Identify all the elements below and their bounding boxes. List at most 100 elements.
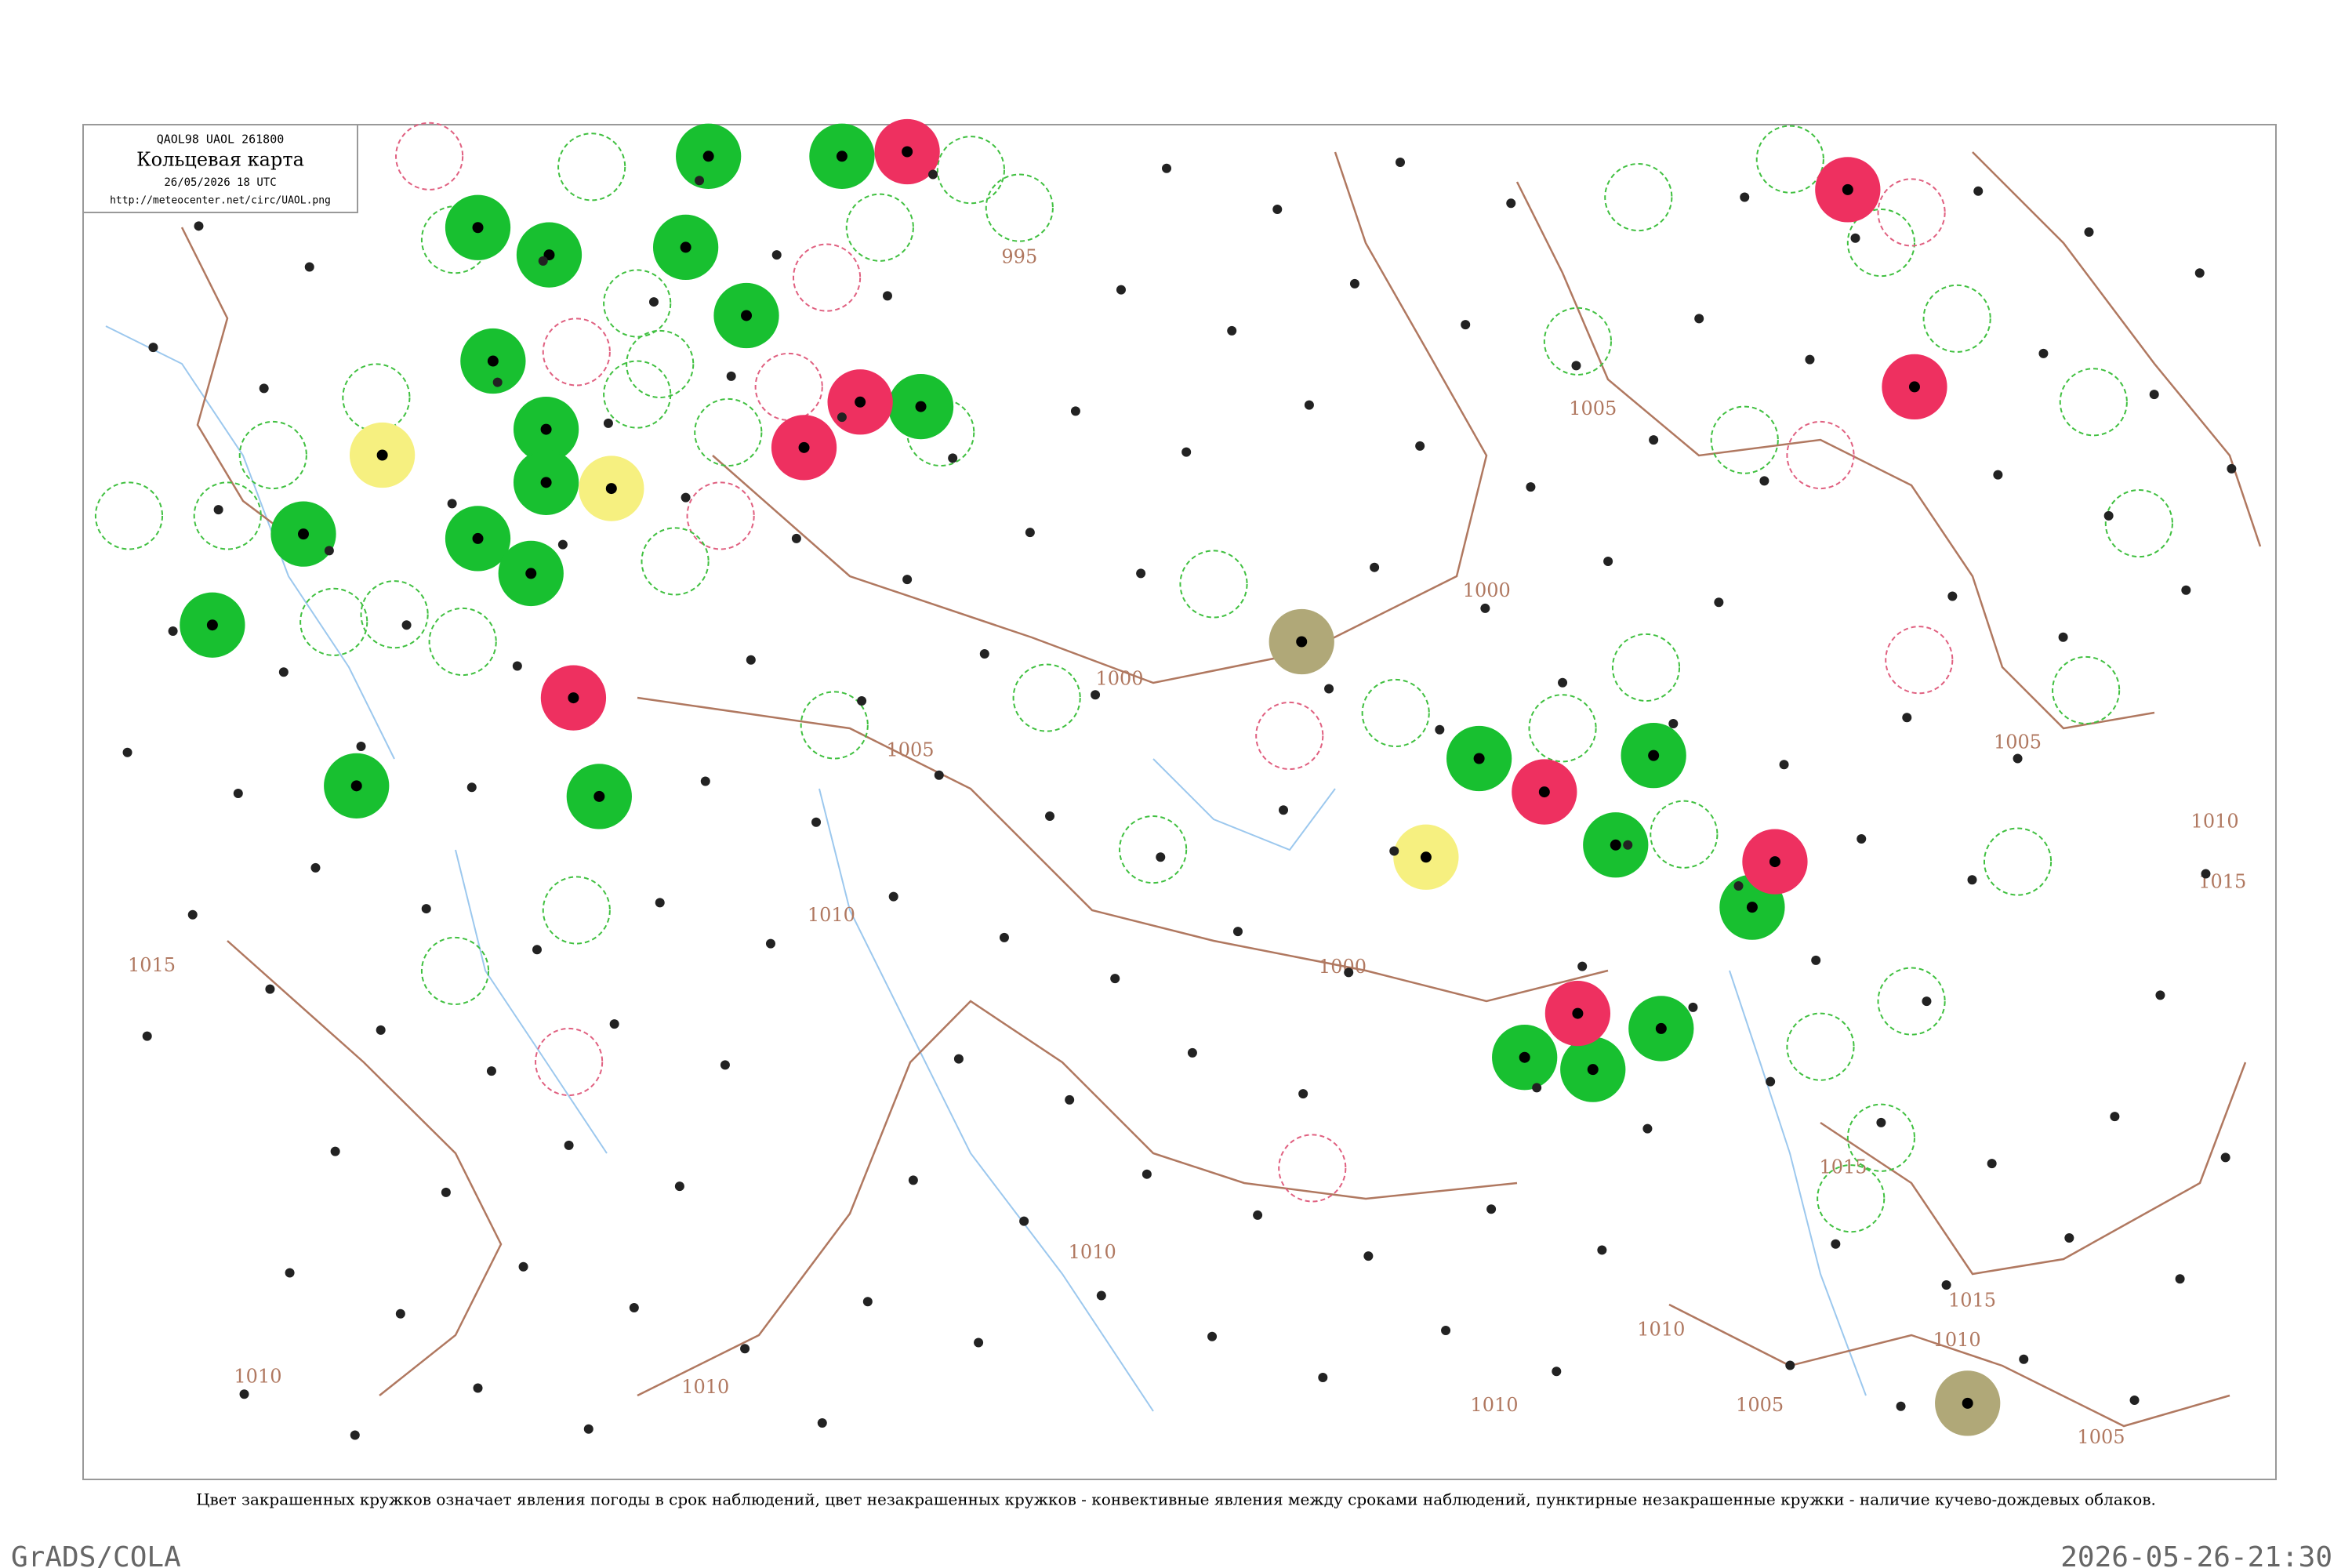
cb-circle <box>603 360 672 429</box>
station-dot <box>1759 476 1769 486</box>
station-dot <box>648 297 659 307</box>
cb-circle <box>360 580 429 649</box>
station-dot <box>974 1338 984 1348</box>
cb-circle <box>1543 307 1612 376</box>
station-dot <box>979 648 989 659</box>
isobar-label: 1010 <box>1069 1241 1116 1263</box>
station-dot <box>2155 990 2165 1000</box>
station-dot <box>233 789 243 799</box>
station-dot <box>2149 390 2159 400</box>
station-dot <box>540 423 552 435</box>
cb-circle <box>1786 420 1855 490</box>
station-dot <box>1688 1002 1698 1012</box>
station-dot <box>791 533 801 543</box>
station-dot <box>466 782 477 793</box>
station-dot <box>2084 227 2094 238</box>
station-dot <box>746 655 756 665</box>
cb-circle <box>1885 626 1954 695</box>
station-dot <box>1740 192 1750 202</box>
cb-circle <box>1255 701 1324 771</box>
station-dot <box>1065 1094 1075 1105</box>
station-dot <box>568 692 579 704</box>
station-dot <box>441 1187 451 1197</box>
station-dot <box>1045 811 1055 822</box>
cb-circle <box>694 397 763 467</box>
station-dot <box>122 747 132 757</box>
station-dot <box>811 817 822 827</box>
cb-circle <box>1710 405 1779 474</box>
isobar-label: 995 <box>1001 245 1037 267</box>
station-dot <box>1668 718 1679 728</box>
station-dot <box>1526 482 1536 492</box>
cb-circle <box>299 587 368 656</box>
cb-circle <box>2052 655 2121 724</box>
station-dot <box>310 862 321 873</box>
cb-circle <box>94 481 164 550</box>
station-dot <box>1298 1089 1308 1099</box>
cb-circle <box>1786 1012 1855 1081</box>
station-dot <box>540 477 552 488</box>
cb-circle <box>686 481 755 550</box>
station-dot <box>239 1389 249 1399</box>
cb-circle <box>428 607 497 677</box>
station-dot <box>1766 1076 1776 1087</box>
station-dot <box>1324 684 1334 694</box>
station-dot <box>902 146 913 158</box>
isobar-label: 1010 <box>234 1365 281 1387</box>
station-dot <box>486 1066 496 1076</box>
station-dot <box>1649 435 1659 445</box>
station-dot <box>1642 1123 1653 1134</box>
station-dot <box>206 619 218 631</box>
station-dot <box>1232 927 1243 937</box>
station-dot <box>593 790 605 802</box>
station-dot <box>928 169 938 180</box>
station-dot <box>1162 163 1172 173</box>
station-dot <box>1415 441 1425 451</box>
station-dot <box>304 262 314 272</box>
station-dot <box>2064 1232 2074 1243</box>
station-dot <box>1187 1047 1197 1058</box>
station-dot <box>487 355 499 367</box>
cb-circle <box>1012 663 1081 732</box>
station-dot <box>1025 528 1035 538</box>
station-dot <box>492 377 503 387</box>
isobar <box>712 151 1488 684</box>
cb-circle <box>193 481 262 550</box>
station-dot <box>1908 381 1920 393</box>
station-dot <box>1318 1372 1328 1382</box>
station-dot <box>1805 354 1815 365</box>
station-dot <box>1142 1169 1152 1179</box>
isobar <box>1972 151 2262 547</box>
station-dot <box>1993 470 2003 480</box>
station-dot <box>538 256 548 266</box>
station-dot <box>1571 361 1581 371</box>
station-dot <box>603 418 613 428</box>
station-dot <box>1156 852 1166 862</box>
station-dot <box>740 1344 750 1354</box>
cb-circle <box>641 527 710 596</box>
cb-circle <box>1179 550 1248 619</box>
station-dot <box>213 505 223 515</box>
station-dot <box>700 776 710 786</box>
station-dot <box>356 742 366 752</box>
station-dot <box>1610 839 1621 851</box>
isobar <box>637 696 1609 1003</box>
station-dot <box>1714 597 1724 608</box>
station-dot <box>1461 320 1471 330</box>
header-datetime: 26/05/2026 18 UTC <box>164 176 276 189</box>
cb-circle <box>542 876 611 945</box>
station-dot <box>953 1054 964 1064</box>
station-dot <box>148 343 158 353</box>
cb-circle <box>845 193 914 262</box>
station-dot <box>915 401 927 412</box>
station-dot <box>447 499 457 509</box>
caption: Цвет закрашенных кружков означает явлени… <box>196 1490 2156 1509</box>
station-dot <box>857 695 867 706</box>
cb-circle <box>626 329 695 398</box>
station-dot <box>142 1031 152 1041</box>
isobar-label: 1010 <box>681 1376 729 1398</box>
station-dot <box>1519 1051 1530 1063</box>
station-dot <box>1532 1083 1542 1093</box>
